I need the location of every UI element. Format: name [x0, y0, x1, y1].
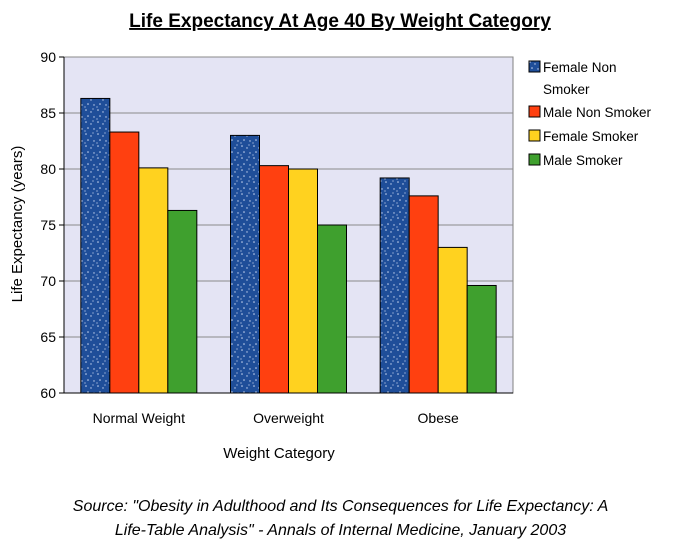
legend-swatch-male-non-smoker [528, 105, 541, 118]
bar-male-non-smoker-overweight [259, 165, 289, 394]
chart-title: Life Expectancy At Age 40 By Weight Cate… [129, 11, 551, 32]
legend-label: Smoker [543, 82, 590, 97]
bars [80, 97, 497, 394]
legend-swatch-female-non-smoker [528, 60, 541, 73]
y-tick-label: 70 [40, 273, 56, 289]
bar-male-smoker-overweight [317, 224, 347, 394]
bar-male-smoker-obese [466, 284, 497, 394]
y-tick-label: 75 [40, 217, 56, 233]
source-line-2: Life-Table Analysis" - Annals of Interna… [114, 522, 567, 539]
source-line-1: Source: "Obesity in Adulthood and Its Co… [72, 498, 609, 515]
bar-male-smoker-normal-weight [167, 209, 198, 394]
bar-female-non-smoker-normal-weight [80, 97, 111, 394]
y-axis-label: Life Expectancy (years) [9, 146, 26, 303]
y-tick-label: 60 [40, 385, 56, 401]
legend-label: Male Non Smoker [543, 105, 652, 120]
legend-swatch-female-smoker [528, 129, 541, 142]
x-axis-label: Weight Category [223, 445, 335, 462]
x-tick-label: Normal Weight [93, 410, 185, 426]
legend-label: Female Smoker [543, 129, 639, 144]
y-tick-label: 80 [40, 161, 56, 177]
x-tick-labels: Normal Weight Overweight Obese [93, 410, 459, 426]
bar-female-smoker-normal-weight [138, 167, 169, 394]
bar-female-non-smoker-obese [379, 177, 410, 394]
legend-label: Female Non [543, 60, 617, 75]
legend-label: Male Smoker [543, 153, 623, 168]
bar-male-non-smoker-normal-weight [109, 131, 140, 394]
y-tick-label: 85 [40, 105, 56, 121]
legend-swatch-male-smoker [528, 153, 541, 166]
bar-female-smoker-overweight [288, 168, 318, 394]
y-tick-label: 65 [40, 329, 56, 345]
x-tick-label: Overweight [253, 410, 324, 426]
bar-female-smoker-obese [437, 246, 468, 394]
y-tick-label: 90 [40, 49, 56, 65]
y-tick-labels: 60 65 70 75 80 85 90 [40, 49, 64, 401]
x-tick-label: Obese [418, 410, 459, 426]
bar-female-non-smoker-overweight [230, 134, 260, 394]
bar-male-non-smoker-obese [408, 195, 439, 394]
legend: Female Non Smoker Male Non Smoker Female Sm… [528, 60, 652, 168]
